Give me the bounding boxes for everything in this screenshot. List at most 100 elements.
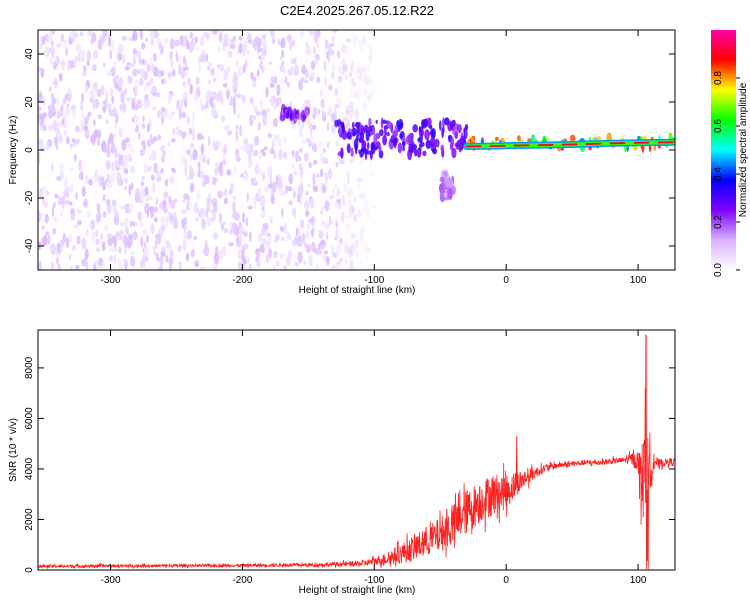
heatmap-cell	[338, 97, 342, 109]
colorbar-tick-label: 0.0	[713, 263, 724, 277]
heatmap-cell	[126, 96, 132, 102]
heatmap-cell	[170, 58, 175, 69]
heatmap-cell	[128, 202, 133, 215]
heatmap-cell	[371, 118, 376, 124]
heatmap-cell	[366, 210, 371, 222]
heatmap-cell	[111, 199, 117, 207]
heatmap-cell	[267, 133, 273, 139]
heatmap-cell	[38, 152, 41, 164]
heatmap-cell	[144, 37, 149, 42]
heatmap-cell	[292, 187, 295, 194]
heatmap-cell	[351, 137, 355, 146]
heatmap-cell	[319, 240, 326, 245]
heatmap-cell	[87, 30, 93, 38]
heatmap-cell	[341, 129, 348, 140]
heatmap-cell	[242, 259, 247, 265]
heatmap-cell	[217, 140, 222, 149]
heatmap-cell	[261, 66, 265, 73]
y-tick-label: -20	[24, 190, 35, 205]
heatmap-cell	[130, 63, 134, 68]
heatmap-cell	[367, 92, 371, 104]
heatmap-cell	[160, 70, 165, 77]
heatmap-cell	[267, 165, 273, 177]
heatmap-cell	[259, 200, 263, 207]
heatmap-cell	[326, 257, 330, 263]
heatmap-cell	[378, 146, 382, 154]
heatmap-cell	[366, 64, 370, 75]
heatmap-cell	[368, 117, 372, 128]
heatmap-cell	[238, 42, 243, 54]
heatmap-cell	[345, 63, 348, 75]
heatmap-cell	[458, 141, 463, 153]
heatmap-cell	[273, 75, 278, 85]
heatmap-cell	[141, 123, 146, 129]
heatmap-cell	[190, 248, 195, 258]
heatmap-cell	[151, 149, 157, 162]
heatmap-cell	[43, 234, 48, 247]
heatmap-cell	[214, 201, 217, 213]
heatmap-cell	[63, 38, 67, 48]
heatmap-cell	[349, 262, 354, 270]
heatmap-cell	[206, 216, 212, 227]
heatmap-cell	[382, 135, 387, 146]
heatmap-cell	[295, 150, 300, 163]
heatmap-cell	[107, 233, 112, 239]
heatmap-cell	[304, 200, 310, 211]
heatmap-cell	[149, 30, 155, 39]
heatmap-cell	[80, 123, 84, 134]
heatmap-cell	[345, 109, 350, 116]
x-tick-label: -300	[101, 575, 121, 586]
heatmap-cell	[181, 111, 186, 118]
heatmap-cell	[258, 55, 262, 60]
heatmap-cell	[48, 86, 52, 92]
heatmap-cell	[373, 133, 378, 145]
heatmap-cell	[56, 257, 59, 266]
heatmap-cell	[219, 212, 222, 224]
heatmap-cell	[271, 37, 276, 45]
heatmap-cell	[125, 177, 128, 184]
heatmap-cell	[64, 105, 71, 117]
heatmap-cell	[212, 176, 217, 186]
heatmap-cell	[321, 157, 327, 165]
heatmap-cell	[276, 84, 281, 97]
heatmap-cell	[356, 126, 360, 138]
heatmap-cell	[186, 230, 192, 240]
heatmap-cell	[205, 208, 209, 219]
heatmap-cell	[92, 82, 96, 91]
heatmap-cell	[75, 44, 82, 53]
heatmap-cell	[527, 138, 532, 143]
heatmap-cell	[230, 38, 236, 45]
heatmap-cell	[124, 250, 127, 256]
heatmap-cell	[81, 237, 87, 250]
heatmap-cell	[325, 205, 329, 212]
heatmap-cell	[279, 225, 285, 232]
heatmap-cell	[152, 181, 156, 193]
heatmap-cell	[272, 264, 276, 270]
heatmap-cell	[329, 195, 334, 200]
heatmap-cell	[366, 205, 370, 216]
heatmap-cell	[124, 88, 128, 95]
heatmap-cell	[130, 182, 134, 191]
heatmap-cell	[130, 250, 134, 257]
heatmap-cell	[380, 117, 384, 129]
heatmap-cell	[115, 77, 121, 84]
heatmap-cell	[305, 190, 309, 196]
heatmap-cell	[359, 75, 365, 84]
heatmap-cell	[247, 205, 253, 210]
heatmap-cell	[213, 77, 216, 82]
heatmap-cell	[346, 131, 352, 140]
heatmap-cell	[277, 139, 283, 147]
heatmap-cell	[265, 86, 269, 98]
heatmap-cell	[143, 70, 148, 81]
heatmap-cell	[126, 61, 131, 66]
heatmap-cell	[200, 143, 205, 155]
heatmap-cell	[139, 198, 144, 204]
heatmap-cell	[182, 216, 188, 226]
heatmap-cell	[65, 136, 70, 145]
heatmap-cell	[298, 80, 303, 91]
heatmap-cell	[189, 127, 192, 135]
heatmap-cell	[113, 214, 118, 225]
heatmap-cell	[208, 91, 213, 97]
heatmap-cell	[83, 124, 88, 132]
heatmap-cell	[200, 35, 205, 47]
